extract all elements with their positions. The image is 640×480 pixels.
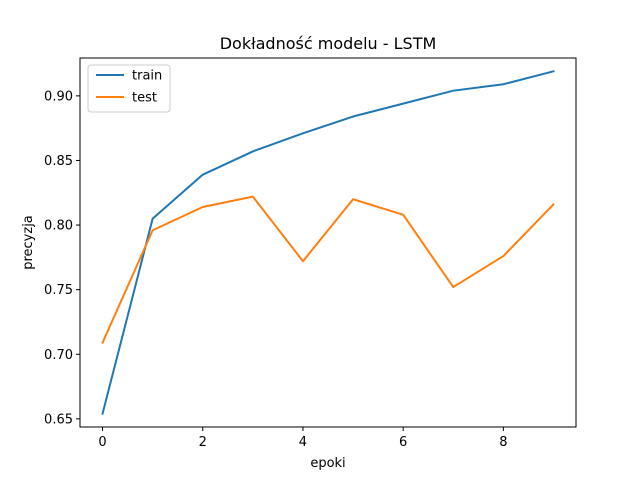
series-line-test	[101, 195, 555, 344]
y-tick-label: 0.80	[44, 219, 73, 234]
x-tick-label: 4	[299, 435, 307, 450]
legend-box	[87, 64, 171, 113]
y-axis: 0.65 0.70 0.75 0.80 0.85 0.90	[44, 89, 80, 427]
x-tick-label: 8	[499, 435, 507, 450]
y-tick-label: 0.75	[44, 283, 73, 298]
x-tick-label: 2	[199, 435, 207, 450]
plot-frame	[79, 57, 577, 428]
y-tick-label: 0.65	[44, 412, 73, 427]
legend: train test	[87, 64, 171, 113]
legend-label-test: test	[132, 91, 157, 106]
y-tick-label: 0.90	[44, 89, 73, 104]
series-line-train	[101, 70, 555, 415]
x-axis: 0 2 4 6 8	[98, 427, 507, 450]
series-layer	[101, 70, 555, 415]
x-tick-label: 0	[98, 435, 106, 450]
chart-title: Dokładność modelu - LSTM	[220, 34, 437, 53]
x-axis-label: epoki	[310, 456, 345, 471]
y-axis-label: precyzja	[21, 215, 36, 270]
y-tick-label: 0.85	[44, 154, 73, 169]
y-tick-label: 0.70	[44, 348, 73, 363]
x-tick-label: 6	[399, 435, 407, 450]
legend-label-train: train	[132, 69, 162, 84]
